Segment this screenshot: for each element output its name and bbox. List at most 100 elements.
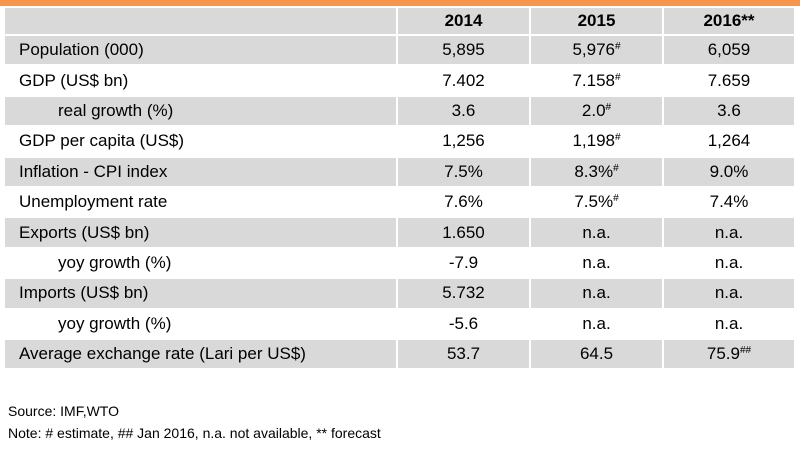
row-value-2014: -5.6 <box>398 309 531 340</box>
legend-note: Note: # estimate, ## Jan 2016, n.a. not … <box>8 425 381 441</box>
row-value-2014: 3.6 <box>398 96 531 128</box>
cell-value: 7.6% <box>444 192 483 212</box>
footnotes: Source: IMF,WTO Note: # estimate, ## Jan… <box>8 400 381 444</box>
row-value-2015: 2.0# <box>531 96 664 128</box>
row-value-2014: 1,256 <box>398 127 531 158</box>
row-value-2016: 75.9## <box>664 339 796 371</box>
header-label-cell <box>5 8 398 36</box>
source-note: Source: IMF,WTO <box>8 403 119 419</box>
row-value-2014: 5,895 <box>398 36 531 67</box>
cell-value: -7.9 <box>448 252 479 272</box>
row-value-2015: 64.5 <box>531 339 664 371</box>
cell-value: 64.5 <box>579 344 614 364</box>
row-value-2015: n.a. <box>531 248 664 280</box>
row-label: Average exchange rate (Lari per US$) <box>5 339 398 371</box>
table-row: Imports (US$ bn) 5.732 n.a. n.a. <box>5 279 796 310</box>
row-value-2015: n.a. <box>531 279 664 310</box>
row-label: Exports (US$ bn) <box>5 218 398 249</box>
row-value-2014: 7.5% <box>398 157 531 188</box>
table-row: real growth (%) 3.6 2.0# 3.6 <box>5 96 796 128</box>
economic-indicators-table: 2014 2015 2016** Population (000) 5,895 5,… <box>5 8 796 371</box>
cell-value: 2.0 <box>581 100 606 120</box>
row-value-2015: 7.158# <box>531 66 664 97</box>
row-value-2014: 53.7 <box>398 339 531 371</box>
row-value-2016: 7.659 <box>664 66 796 97</box>
cell-value: 1.650 <box>442 222 485 242</box>
cell-value: 7.5% <box>574 192 614 212</box>
column-header-2016: 2016** <box>664 8 796 36</box>
cell-value: 5,895 <box>442 40 485 60</box>
table-header-row: 2014 2015 2016** <box>5 8 796 36</box>
footnote-mark: # <box>614 41 621 53</box>
table-row: Exports (US$ bn) 1.650 n.a. n.a. <box>5 218 796 249</box>
column-header-2015: 2015 <box>531 8 664 36</box>
row-value-2014: -7.9 <box>398 248 531 280</box>
row-value-2014: 7.402 <box>398 66 531 97</box>
cell-value: 6,059 <box>707 40 751 60</box>
table-row: Inflation - CPI index 7.5% 8.3%# 9.0% <box>5 157 796 188</box>
table-row: Unemployment rate 7.6% 7.5%# 7.4% <box>5 187 796 219</box>
footnote-mark: # <box>613 193 619 205</box>
cell-value: n.a. <box>582 313 611 333</box>
row-value-2015: n.a. <box>531 218 664 249</box>
cell-value: 7.4% <box>709 192 749 212</box>
cell-value: n.a. <box>582 283 611 303</box>
row-value-2015: 7.5%# <box>531 187 664 219</box>
cell-value: n.a. <box>714 283 744 303</box>
row-value-2015: n.a. <box>531 309 664 340</box>
row-label: GDP per capita (US$) <box>5 127 398 158</box>
row-value-2016: n.a. <box>664 248 796 280</box>
cell-value: 7.5% <box>444 161 483 181</box>
cell-value: 5,976 <box>572 40 615 60</box>
cell-value: n.a. <box>714 313 744 333</box>
footnote-mark: ## <box>739 345 752 357</box>
footnote-mark: # <box>613 162 619 174</box>
row-value-2015: 1,198# <box>531 127 664 158</box>
row-value-2016: n.a. <box>664 218 796 249</box>
footnote-mark: # <box>614 71 621 83</box>
row-value-2015: 5,976# <box>531 36 664 67</box>
cell-value: 3.6 <box>717 100 741 120</box>
row-label: Imports (US$ bn) <box>5 279 398 310</box>
row-label: yoy growth (%) <box>5 309 398 340</box>
table-row: GDP (US$ bn) 7.402 7.158# 7.659 <box>5 66 796 97</box>
table-row: yoy growth (%) -7.9 n.a. n.a. <box>5 248 796 280</box>
row-value-2014: 1.650 <box>398 218 531 249</box>
cell-value: 5.732 <box>442 283 485 303</box>
row-label: yoy growth (%) <box>5 248 398 280</box>
cell-value: 7.659 <box>707 70 751 90</box>
cell-value: 75.9 <box>706 344 740 364</box>
row-value-2016: n.a. <box>664 279 796 310</box>
cell-value: 1,198 <box>572 131 615 151</box>
cell-value: n.a. <box>714 222 744 242</box>
table-row: yoy growth (%) -5.6 n.a. n.a. <box>5 309 796 340</box>
table-row: Population (000) 5,895 5,976# 6,059 <box>5 36 796 67</box>
row-value-2016: 9.0% <box>664 157 796 188</box>
row-label: real growth (%) <box>5 96 398 128</box>
row-value-2016: n.a. <box>664 309 796 340</box>
row-label: Population (000) <box>5 36 398 67</box>
row-value-2014: 5.732 <box>398 279 531 310</box>
cell-value: 8.3% <box>574 161 614 181</box>
row-value-2016: 7.4% <box>664 187 796 219</box>
cell-value: n.a. <box>582 222 611 242</box>
row-value-2015: 8.3%# <box>531 157 664 188</box>
cell-value: 9.0% <box>709 161 749 181</box>
footnote-mark: # <box>605 101 612 113</box>
cell-value: 7.402 <box>442 70 485 90</box>
column-header-2014: 2014 <box>398 8 531 36</box>
cell-value: 1,256 <box>442 131 485 151</box>
footnote-mark: # <box>614 132 621 144</box>
cell-value: 7.158 <box>572 70 615 90</box>
cell-value: n.a. <box>714 252 744 272</box>
accent-bar <box>0 0 800 6</box>
table-row: Average exchange rate (Lari per US$) 53.7… <box>5 339 796 371</box>
cell-value: 3.6 <box>451 100 476 120</box>
row-value-2016: 1,264 <box>664 127 796 158</box>
cell-value: 53.7 <box>446 344 481 364</box>
row-value-2014: 7.6% <box>398 187 531 219</box>
table-row: GDP per capita (US$) 1,256 1,198# 1,264 <box>5 127 796 158</box>
row-value-2016: 6,059 <box>664 36 796 67</box>
row-label: Inflation - CPI index <box>5 157 398 188</box>
table-body: Population (000) 5,895 5,976# 6,059 GDP (US$… <box>5 36 796 371</box>
